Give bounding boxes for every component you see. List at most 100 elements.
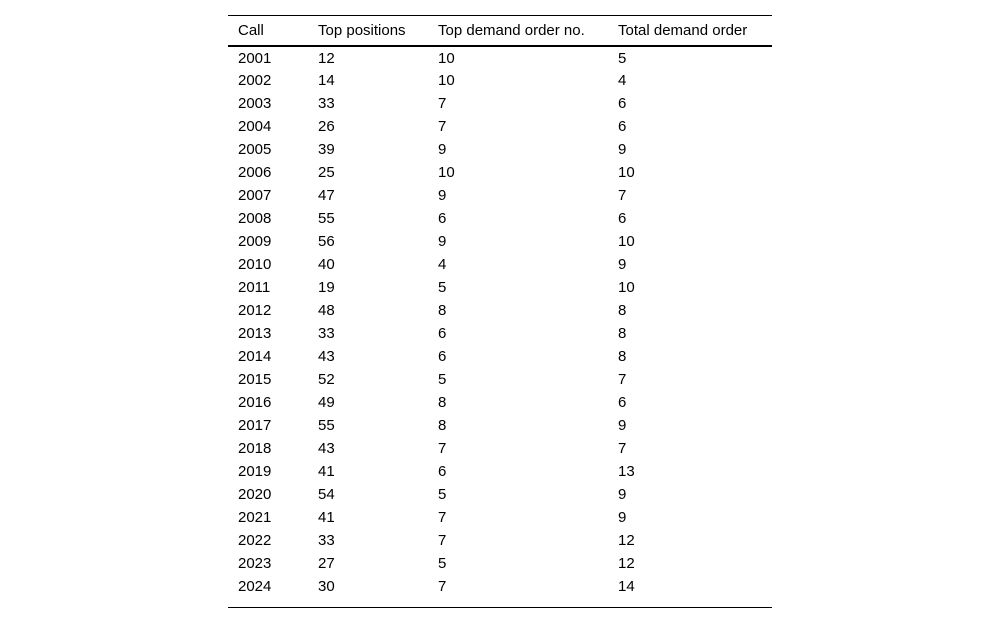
table-cell: 2024: [238, 578, 272, 595]
column-header: Top positions: [318, 22, 406, 39]
table-cell: 2014: [238, 348, 272, 365]
table-cell: 9: [618, 141, 627, 158]
table-cell: 6: [438, 325, 447, 342]
table-cell: 2008: [238, 210, 272, 227]
table-cell: 7: [438, 509, 447, 526]
table-header: Call Top positions Top demand order no. Tot…: [228, 16, 772, 46]
table-cell: 2015: [238, 371, 272, 388]
table-cell: 2013: [238, 325, 272, 342]
table-cell: 14: [618, 578, 635, 595]
table-row: 2006 25 10 10: [228, 161, 772, 184]
table-cell: 9: [618, 486, 627, 503]
table-cell: 6: [618, 95, 627, 112]
table-row: 2013 33 6 8: [228, 322, 772, 345]
table-cell: 7: [618, 187, 627, 204]
table-cell: 5: [438, 371, 447, 388]
table-cell: 2012: [238, 302, 272, 319]
table-cell: 33: [318, 532, 335, 549]
table-cell: 2019: [238, 463, 272, 480]
table-cell: 4: [438, 256, 447, 273]
table-row: 2008 55 6 6: [228, 207, 772, 230]
table-cell: 6: [438, 210, 447, 227]
table-row: 2015 52 5 7: [228, 368, 772, 391]
table-cell: 2021: [238, 509, 272, 526]
table-row: 2012 48 8 8: [228, 299, 772, 322]
table-cell: 2009: [238, 233, 272, 250]
table-row: 2005 39 9 9: [228, 138, 772, 161]
table-cell: 2007: [238, 187, 272, 204]
table-cell: 48: [318, 302, 335, 319]
table-cell: 7: [438, 95, 447, 112]
table-cell: 2022: [238, 532, 272, 549]
table-cell: 7: [618, 371, 627, 388]
table-cell: 8: [438, 302, 447, 319]
table-row: 2003 33 7 6: [228, 92, 772, 115]
column-header: Call: [238, 22, 264, 39]
table-cell: 7: [438, 440, 447, 457]
table-cell: 10: [438, 49, 455, 67]
table-cell: 9: [438, 187, 447, 204]
data-table-container: Call Top positions Top demand order no. Tot…: [228, 15, 772, 608]
table-row: 2017 55 8 9: [228, 414, 772, 437]
table-cell: 40: [318, 256, 335, 273]
table-row: 2022 33 7 12: [228, 529, 772, 552]
table-cell: 43: [318, 440, 335, 457]
column-header: Total demand order: [618, 22, 748, 39]
table-cell: 12: [618, 555, 635, 572]
table-cell: 7: [618, 440, 627, 457]
table-row: 2016 49 8 6: [228, 391, 772, 414]
table-cell: 25: [318, 164, 335, 181]
table-cell: 13: [618, 463, 635, 480]
header-row: Call Top positions Top demand order no. Tot…: [228, 16, 772, 46]
table-cell: 10: [438, 72, 455, 89]
table-cell: 2002: [238, 72, 272, 89]
table-cell: 6: [438, 463, 447, 480]
table-cell: 4: [618, 72, 627, 89]
table-cell: 9: [618, 256, 627, 273]
table-cell: 9: [438, 233, 447, 250]
table-cell: 30: [318, 578, 335, 595]
table-cell: 39: [318, 141, 335, 158]
table-cell: 2011: [238, 279, 271, 296]
table-cell: 43: [318, 348, 335, 365]
table-cell: 2005: [238, 141, 272, 158]
table-cell: 6: [618, 210, 627, 227]
table-cell: 2023: [238, 555, 272, 572]
data-table: Call Top positions Top demand order no. Tot…: [228, 16, 772, 598]
table-cell: 10: [438, 164, 455, 181]
table-row: 2014 43 6 8: [228, 345, 772, 368]
table-cell: 10: [618, 279, 635, 296]
table-row: 2021 41 7 9: [228, 506, 772, 529]
table-cell: 41: [318, 509, 335, 526]
table-cell: 12: [618, 532, 635, 549]
table-row: 2011 19 5 10: [228, 276, 772, 299]
table-cell: 7: [438, 532, 447, 549]
table-row: 2010 40 4 9: [228, 253, 772, 276]
table-cell: 54: [318, 486, 335, 503]
table-cell: 12: [318, 49, 335, 67]
table-cell: 2003: [238, 95, 272, 112]
table-cell: 2001: [238, 49, 272, 67]
table-cell: 2006: [238, 164, 272, 181]
table-cell: 52: [318, 371, 335, 388]
table-row: 2004 26 7 6: [228, 115, 772, 138]
table-cell: 26: [318, 118, 335, 135]
table-cell: 14: [318, 72, 335, 89]
table-cell: 5: [438, 279, 447, 296]
table-cell: 7: [438, 578, 447, 595]
column-header: Top demand order no.: [438, 22, 585, 39]
table-cell: 8: [618, 348, 627, 365]
table-cell: 8: [438, 417, 447, 434]
table-cell: 9: [438, 141, 447, 158]
table-cell: 56: [318, 233, 335, 250]
table-cell: 9: [618, 417, 627, 434]
table-cell: 41: [318, 463, 335, 480]
table-row: 2001 12 10 5: [228, 46, 772, 69]
table-cell: 6: [438, 348, 447, 365]
table-body: 2001 12 10 5 2002 14 10 4 2003 33 7 6 2004 26 7 6 2005 39…: [228, 46, 772, 598]
table-cell: 8: [618, 325, 627, 342]
table-row: 2018 43 7 7: [228, 437, 772, 460]
table-row: 2023 27 5 12: [228, 552, 772, 575]
table-cell: 5: [618, 49, 627, 67]
table-row: 2007 47 9 7: [228, 184, 772, 207]
